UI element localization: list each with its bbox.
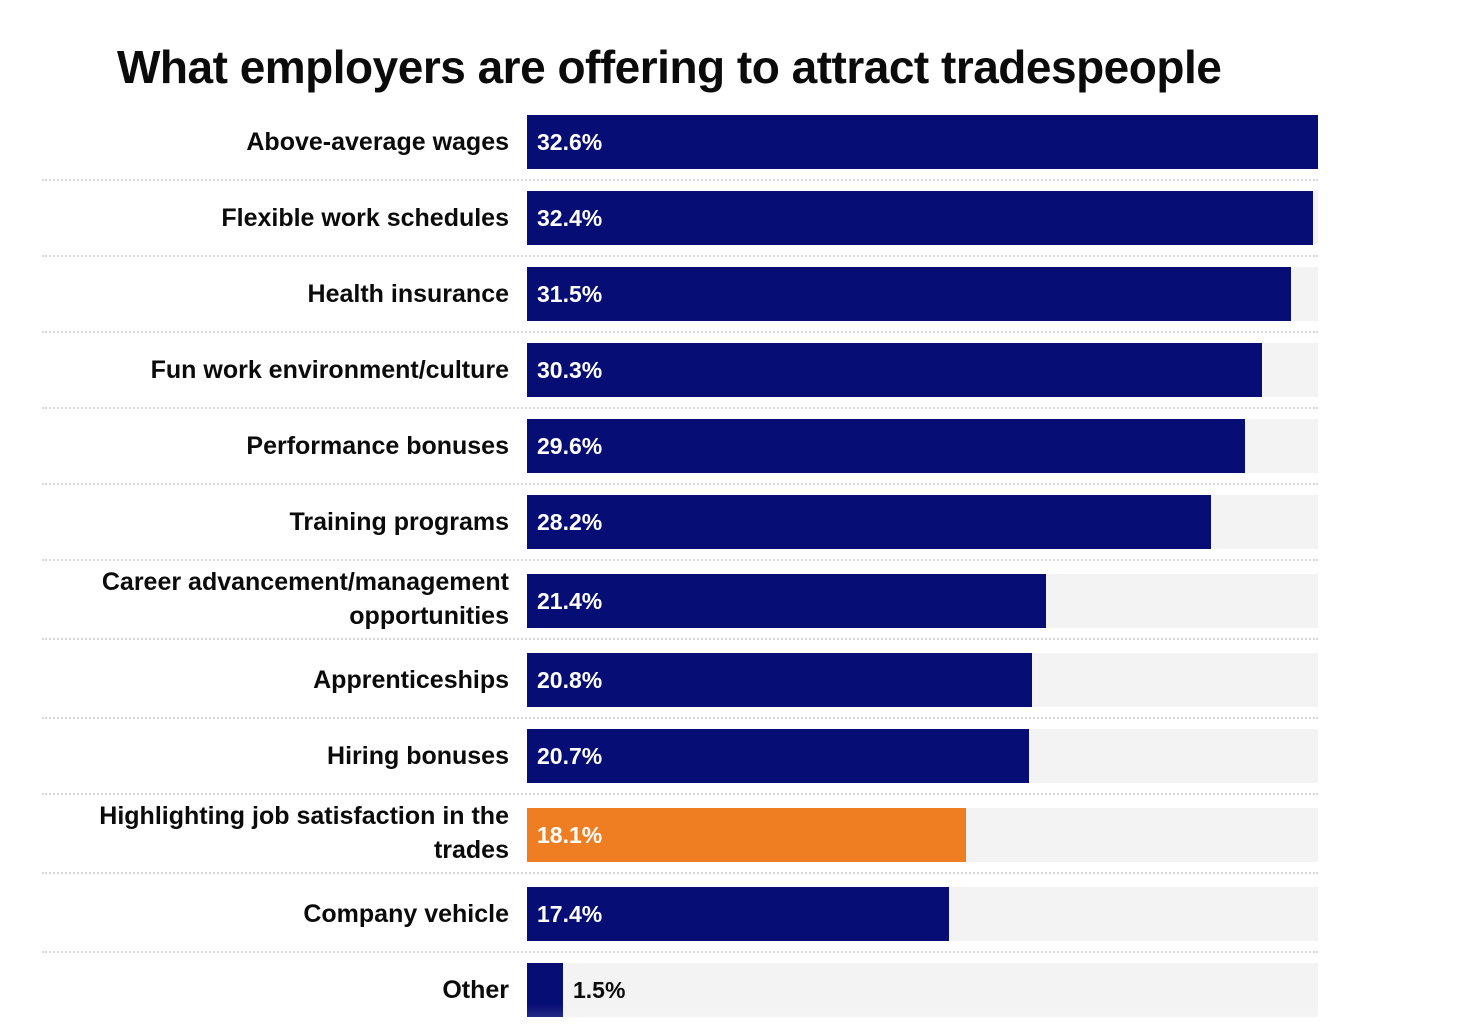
value-label: 30.3% xyxy=(537,357,603,383)
value-label: 18.1% xyxy=(537,822,603,848)
row-divider xyxy=(42,179,1318,181)
value-label: 1.5% xyxy=(573,977,626,1003)
value-label: 21.4% xyxy=(537,588,603,614)
category-label: Training programs xyxy=(289,508,509,536)
category-label: Other xyxy=(442,976,509,1004)
bar xyxy=(527,495,1211,549)
row-divider xyxy=(42,793,1318,795)
bar-highlighted xyxy=(527,808,966,862)
category-label: Above-average wages xyxy=(246,128,509,156)
value-label: 32.6% xyxy=(537,129,603,155)
category-label: Performance bonuses xyxy=(246,432,509,460)
category-label: Hiring bonuses xyxy=(327,742,509,770)
bar xyxy=(527,419,1245,473)
bar xyxy=(527,729,1029,783)
bar-track: 21.4% xyxy=(527,574,1318,628)
bar xyxy=(527,343,1262,397)
row-divider xyxy=(42,951,1318,953)
bar xyxy=(527,963,563,1017)
category-label-line: trades xyxy=(433,836,509,864)
bar-track: 1.5% xyxy=(527,963,1318,1017)
bar xyxy=(527,887,949,941)
category-label-line: Highlighting job satisfaction in the xyxy=(99,802,509,830)
row-divider xyxy=(42,559,1318,561)
bar-track: 28.2% xyxy=(527,495,1318,549)
bar xyxy=(527,574,1046,628)
category-label: Highlighting job satisfaction in the trad… xyxy=(9,799,509,867)
row-divider xyxy=(42,717,1318,719)
bar-track: 32.4% xyxy=(527,191,1318,245)
chart-title: What employers are offering to attract t… xyxy=(117,41,1222,93)
bar-track: 29.6% xyxy=(527,419,1318,473)
bar xyxy=(527,191,1313,245)
bar-track: 17.4% xyxy=(527,887,1318,941)
bar xyxy=(527,653,1032,707)
value-label: 32.4% xyxy=(537,205,603,231)
row-divider xyxy=(42,407,1318,409)
value-label: 28.2% xyxy=(537,509,603,535)
value-label: 29.6% xyxy=(537,433,603,459)
row-divider xyxy=(42,255,1318,257)
row-divider xyxy=(42,331,1318,333)
row-divider xyxy=(42,872,1318,874)
bar xyxy=(527,267,1291,321)
bar-track: 31.5% xyxy=(527,267,1318,321)
bar-track: 20.7% xyxy=(527,729,1318,783)
value-label: 20.7% xyxy=(537,743,603,769)
bar xyxy=(527,115,1318,169)
bar-track: 32.6% xyxy=(527,115,1318,169)
category-label: Apprenticeships xyxy=(313,666,509,694)
value-label: 17.4% xyxy=(537,901,603,927)
category-label: Fun work environment/culture xyxy=(150,356,509,384)
value-label: 31.5% xyxy=(537,281,603,307)
bar-track: 30.3% xyxy=(527,343,1318,397)
value-label: 20.8% xyxy=(537,667,603,693)
category-label-line: opportunities xyxy=(349,602,509,630)
category-label: Flexible work schedules xyxy=(221,204,509,232)
category-label: Career advancement/management opportuniti… xyxy=(9,565,509,633)
category-label-line: Career advancement/management xyxy=(101,568,509,596)
category-label: Company vehicle xyxy=(303,900,509,928)
row-divider xyxy=(42,638,1318,640)
category-label: Health insurance xyxy=(307,280,509,308)
bar-track: 18.1% xyxy=(527,808,1318,862)
row-divider xyxy=(42,483,1318,485)
bar-track: 20.8% xyxy=(527,653,1318,707)
